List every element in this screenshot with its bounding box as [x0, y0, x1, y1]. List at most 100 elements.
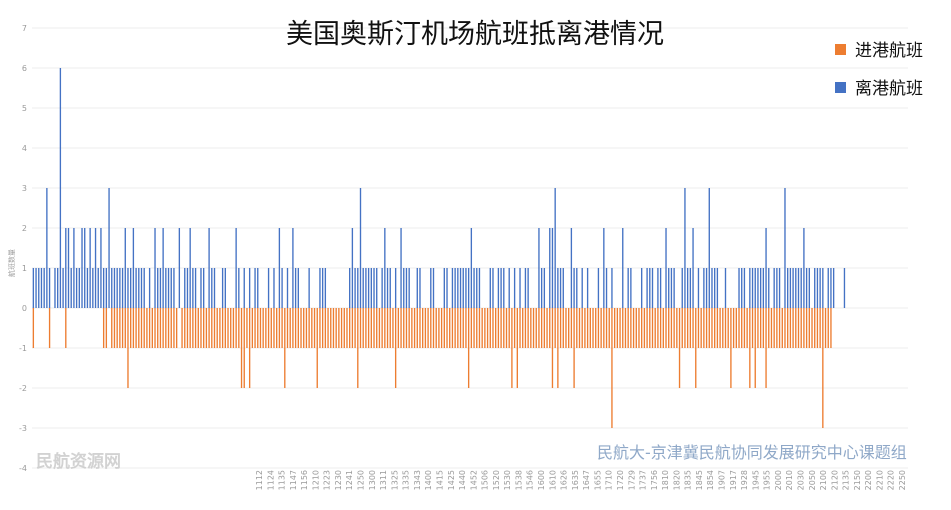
- bar-arrival: [681, 308, 683, 348]
- x-tick-label: 1440: [458, 470, 467, 490]
- x-tick-label: 1415: [436, 470, 445, 490]
- bar-departure: [84, 228, 86, 308]
- bar-departure: [111, 268, 113, 308]
- bar-departure: [524, 268, 527, 308]
- bar-arrival: [454, 308, 456, 348]
- bar-departure: [470, 228, 473, 308]
- x-tick-label: 1250: [357, 470, 366, 490]
- bar-arrival: [162, 308, 164, 348]
- bar-arrival: [627, 308, 629, 348]
- bar-arrival: [324, 308, 327, 348]
- bar-arrival: [170, 308, 172, 348]
- bar-departure: [165, 268, 167, 308]
- bar-arrival: [311, 308, 313, 348]
- bar-departure: [324, 268, 327, 308]
- y-tick-label: 0: [22, 304, 27, 313]
- bar-arrival: [678, 308, 681, 388]
- bar-arrival: [470, 308, 473, 348]
- bar-arrival: [154, 308, 156, 348]
- bar-departure: [394, 268, 397, 308]
- bar-arrival: [330, 308, 332, 348]
- bar-departure: [162, 228, 164, 308]
- bar-arrival: [246, 308, 248, 348]
- bar-arrival: [300, 308, 302, 348]
- bar-departure: [751, 268, 754, 308]
- bar-arrival: [278, 308, 281, 348]
- bar-departure: [749, 268, 751, 308]
- bar-arrival: [327, 308, 329, 348]
- x-tick-label: 1635: [571, 470, 580, 490]
- bar-arrival: [735, 308, 737, 348]
- bar-departure: [500, 268, 502, 308]
- bar-arrival: [276, 308, 278, 348]
- bar-arrival: [814, 308, 816, 348]
- bar-arrival: [586, 308, 589, 348]
- bar-arrival: [422, 308, 424, 348]
- bar-arrival: [600, 308, 602, 348]
- x-tick-label: 2200: [864, 470, 873, 490]
- bar-arrival: [584, 308, 586, 348]
- bar-departure: [116, 268, 118, 308]
- x-tick-label: 1124: [266, 470, 275, 490]
- bar-departure: [543, 268, 546, 308]
- bar-departure: [400, 228, 402, 308]
- bar-arrival: [397, 308, 400, 348]
- bar-arrival: [730, 308, 732, 388]
- bar-departure: [154, 228, 156, 308]
- bar-arrival: [476, 308, 478, 348]
- bar-departure: [248, 268, 251, 308]
- bar-departure: [603, 228, 605, 308]
- bar-arrival: [795, 308, 797, 348]
- bar-arrival: [613, 308, 616, 348]
- bar-departure: [54, 268, 56, 308]
- bar-departure: [673, 268, 675, 308]
- x-tick-label: 1729: [627, 470, 636, 490]
- bar-arrival: [467, 308, 470, 388]
- bar-arrival: [465, 308, 467, 348]
- bar-departure: [257, 268, 259, 308]
- x-tick-label: 1300: [368, 470, 377, 490]
- bar-arrival: [819, 308, 821, 348]
- bar-departure: [370, 268, 372, 308]
- bar-departure: [376, 268, 378, 308]
- bar-arrival: [781, 308, 783, 348]
- bar-arrival: [513, 308, 516, 348]
- bar-departure: [430, 268, 432, 308]
- bar-departure: [48, 268, 51, 308]
- bar-arrival: [294, 308, 297, 348]
- bar-arrival: [668, 308, 670, 348]
- bar-arrival: [824, 308, 827, 348]
- bar-arrival: [765, 308, 767, 388]
- x-tick-label: 2010: [785, 470, 794, 490]
- x-axis-ticks: 1112 1124 1135 1147 1156 1210 1223 1230 1241 1250…: [255, 470, 907, 490]
- x-tick-label: 2050: [808, 470, 817, 490]
- bar-departure: [457, 268, 459, 308]
- bar-arrival: [646, 308, 648, 348]
- x-tick-label: 1538: [515, 470, 524, 490]
- bar-arrival: [581, 308, 583, 348]
- bar-arrival: [259, 308, 262, 348]
- bar-departure: [243, 268, 245, 308]
- bar-arrival: [570, 308, 573, 348]
- bar-departure: [308, 268, 310, 308]
- bar-departure: [278, 228, 281, 308]
- bar-departure: [167, 268, 170, 308]
- bar-arrival: [611, 308, 613, 428]
- bar-departure: [73, 228, 75, 308]
- bar-arrival: [489, 308, 491, 348]
- bar-arrival: [173, 308, 175, 348]
- bar-arrival: [227, 308, 229, 348]
- bar-departure: [689, 268, 692, 308]
- bar-arrival: [822, 308, 824, 428]
- bar-arrival: [638, 308, 640, 348]
- bar-departure: [808, 268, 810, 308]
- bar-arrival: [503, 308, 505, 348]
- bar-arrival: [673, 308, 675, 348]
- y-tick-label: 6: [22, 64, 27, 73]
- bar-arrival: [714, 308, 716, 348]
- bar-departure: [419, 268, 421, 308]
- x-tick-label: 1810: [661, 470, 670, 490]
- bar-arrival: [175, 308, 178, 348]
- x-tick-label: 1710: [605, 470, 614, 490]
- bar-departure: [200, 268, 202, 308]
